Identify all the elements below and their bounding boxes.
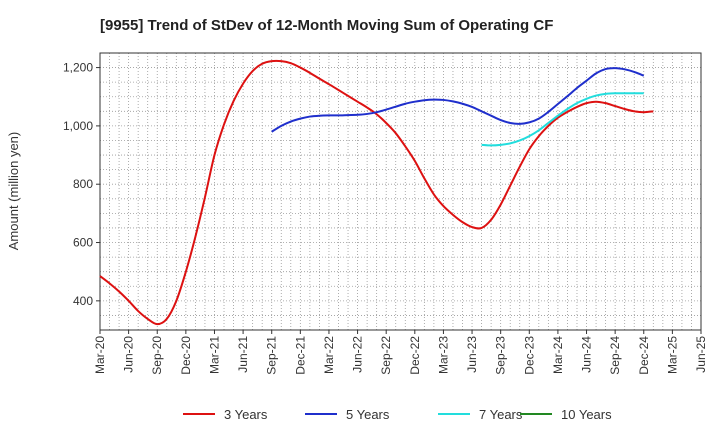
x-tick-label: Dec-22 bbox=[408, 336, 422, 375]
series-line-3-years bbox=[99, 59, 654, 326]
x-tick-label: Jun-22 bbox=[351, 336, 365, 373]
series-line-5-years bbox=[271, 67, 645, 133]
x-tick-label: Sep-24 bbox=[608, 336, 622, 375]
x-tick-label: Dec-24 bbox=[637, 336, 651, 375]
x-tick-label: Mar-25 bbox=[665, 336, 679, 374]
y-tick-label: 600 bbox=[73, 236, 93, 250]
x-tick-label: Mar-21 bbox=[207, 336, 221, 374]
plot-area-frame bbox=[99, 52, 702, 331]
y-tick-label: 400 bbox=[73, 294, 93, 308]
x-tick-label: Dec-23 bbox=[522, 336, 536, 375]
x-tick-label: Jun-21 bbox=[236, 336, 250, 373]
series-line-7-years bbox=[481, 92, 644, 147]
x-tick-label: Mar-20 bbox=[93, 336, 107, 374]
x-tick-label: Mar-23 bbox=[436, 336, 450, 374]
x-tick-label: Jun-25 bbox=[694, 336, 708, 373]
x-tick-label: Sep-23 bbox=[494, 336, 508, 375]
x-tick-label: Jun-23 bbox=[465, 336, 479, 373]
x-tick-label: Dec-20 bbox=[179, 336, 193, 375]
x-tick-label: Mar-24 bbox=[551, 336, 565, 374]
x-tick-label: Sep-21 bbox=[265, 336, 279, 375]
legend: 3 Years 5 Years 7 Years 10 Years bbox=[183, 407, 612, 422]
x-tick-label: Sep-22 bbox=[379, 336, 393, 375]
x-tick-label: Mar-22 bbox=[322, 336, 336, 374]
legend-label: 7 Years bbox=[479, 407, 523, 422]
series-group bbox=[99, 59, 654, 326]
legend-label: 5 Years bbox=[346, 407, 390, 422]
x-axis: Mar-20 Jun-20 Sep-20 Dec-20 Mar-21 Jun-21 Sep-… bbox=[93, 330, 708, 375]
x-tick-label: Jun-20 bbox=[122, 336, 136, 373]
y-axis-label: Amount (million yen) bbox=[6, 132, 21, 251]
chart-title: [9955] Trend of StDev of 12-Month Moving… bbox=[100, 17, 553, 34]
legend-label: 3 Years bbox=[224, 407, 268, 422]
x-tick-label: Sep-20 bbox=[150, 336, 164, 375]
y-tick-label: 1,200 bbox=[63, 61, 93, 75]
y-tick-label: 800 bbox=[73, 177, 93, 191]
grid bbox=[99, 52, 702, 330]
legend-label: 10 Years bbox=[561, 407, 612, 422]
x-tick-label: Dec-21 bbox=[293, 336, 307, 375]
y-axis: 400 600 800 1,000 1,200 bbox=[63, 61, 100, 308]
x-tick-label: Jun-24 bbox=[580, 336, 594, 373]
y-tick-label: 1,000 bbox=[63, 119, 93, 133]
